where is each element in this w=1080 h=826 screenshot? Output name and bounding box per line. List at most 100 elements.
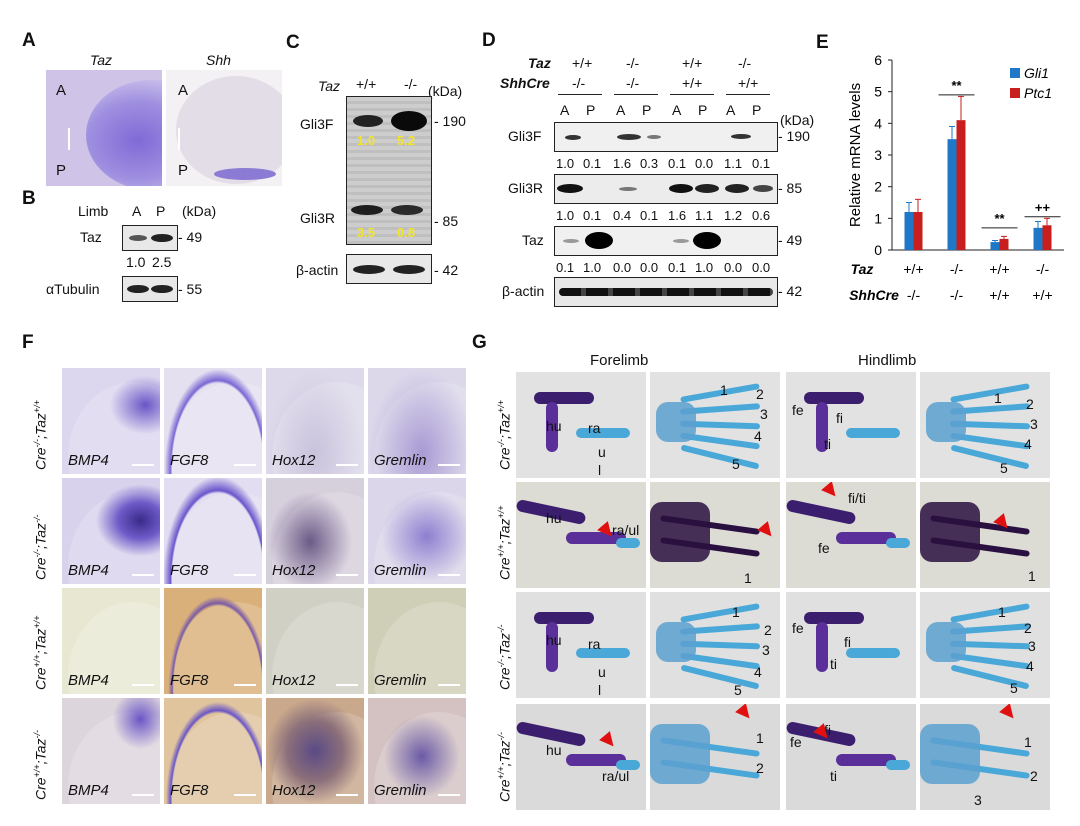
skeletal-stain-hindlimb: fe fi ti	[786, 704, 916, 810]
taz-genotype-label: +/+	[903, 261, 923, 277]
scale-bar	[438, 574, 460, 576]
significance-mark: ++	[1035, 200, 1051, 215]
skeletal-stain-forelimb: hu ra/ul	[516, 482, 646, 588]
stain-pattern	[266, 478, 364, 584]
gene-label: Gremlin	[374, 672, 427, 689]
skeletal-label-raul: ra/ul	[602, 768, 630, 784]
panel-b-ratio-1: 1.0	[126, 254, 146, 270]
gene-label: FGF8	[170, 452, 209, 469]
skeletal-label-hu: hu	[546, 632, 562, 648]
quant-value: 0.0	[640, 260, 659, 275]
bar-gli1	[990, 242, 1000, 250]
panel-d-lane-a: A	[560, 102, 570, 118]
skeletal-label-d2: 2	[1026, 396, 1034, 412]
skeletal-stain-hindlimb: fi/ti fe	[786, 482, 916, 588]
quant-value: 1.6	[668, 208, 687, 223]
gli3r-blot-d	[554, 174, 778, 204]
panel-c-42: - 42	[434, 262, 459, 278]
skeletal-label-d2: 2	[1024, 620, 1032, 636]
panel-d-taz-row-label: Taz	[522, 232, 544, 248]
panel-d-lane-a: A	[672, 102, 682, 118]
quant-value: 0.0	[752, 260, 771, 275]
skeletal-label-ti: ti	[824, 436, 831, 452]
panel-b-taz-kda: - 49	[178, 229, 203, 245]
skeletal-label-l: l	[598, 682, 602, 698]
quant-value: 0.4	[613, 208, 632, 223]
stain-pattern	[368, 478, 466, 584]
palm	[656, 622, 696, 662]
skeletal-label-d2: 2	[756, 386, 764, 402]
skeletal-stain-hindlimb: fe fi ti	[786, 592, 916, 698]
skeletal-label-d3: 3	[974, 792, 982, 808]
gene-label: Hox12	[272, 562, 316, 579]
panel-b-tubulin-kda: - 55	[178, 281, 203, 297]
mrna-bar-chart: 0 1 2 3 4 5 6 Relative mRNA levels +/+ -/- -/- -/- +…	[847, 52, 1064, 303]
in-situ-gremlin: Gremlin	[368, 698, 466, 804]
stain-pattern	[164, 698, 262, 804]
bar-ptc1	[1042, 225, 1052, 250]
bar-ptc1	[913, 212, 923, 250]
skeletal-label-fi: fi	[824, 722, 831, 738]
taz-blot	[122, 225, 178, 251]
skeletal-label-fi: fi	[836, 410, 843, 426]
palm	[926, 402, 966, 442]
in-situ-bmp4: BMP4	[62, 698, 160, 804]
palm	[650, 502, 710, 562]
stain-pattern	[164, 478, 262, 584]
scale-bar	[336, 794, 358, 796]
panel-d-lane-p: P	[642, 102, 652, 118]
scale-bar	[234, 574, 256, 576]
quant-value: 0.1	[668, 156, 687, 171]
skeletal-label-d1: 1	[1024, 734, 1032, 750]
panel-d-shh-g2: -/-	[626, 75, 640, 91]
scale-bar	[132, 574, 154, 576]
panel-d-taz-g4: -/-	[738, 55, 752, 71]
panel-c-gli3f-label: Gli3F	[300, 116, 334, 132]
stain-pattern	[368, 698, 466, 804]
panel-label-e: E	[816, 32, 829, 53]
skeletal-label-u: u	[598, 444, 606, 460]
quant-value: 1.1	[724, 156, 743, 171]
palm	[926, 622, 966, 662]
panel-d-shh-g4: +/+	[738, 75, 759, 91]
red-arrow-icon	[599, 731, 619, 751]
stain-pattern	[266, 698, 364, 804]
long-bone	[786, 498, 857, 526]
panel-c-ko: -/-	[404, 76, 418, 92]
in-situ-bmp4: BMP4	[62, 368, 160, 474]
stain-pattern	[368, 368, 466, 474]
y-axis-label: Relative mRNA levels	[847, 83, 864, 227]
quant-value: 0.0	[724, 260, 743, 275]
genotype-label: Cre+/+;Taz+/+	[496, 505, 513, 580]
skeletal-label-d4: 4	[754, 664, 762, 680]
scale-bar	[438, 684, 460, 686]
skeletal-label-d1: 1	[744, 570, 752, 586]
in-situ-gremlin: Gremlin	[368, 478, 466, 584]
quant-value: 0.1	[668, 260, 687, 275]
panel-b-tubulin-label: αTubulin	[46, 281, 100, 297]
genotype-label: Cre-/-;Taz+/+	[32, 399, 49, 470]
in-situ-hox12: Hox12	[266, 588, 364, 694]
panel-d-gli3f-label: Gli3F	[508, 128, 542, 144]
red-arrow-icon	[821, 482, 841, 501]
panel-d-42: - 42	[778, 283, 803, 299]
actin-blot-c	[346, 254, 432, 284]
quant-value: 0.3	[640, 156, 659, 171]
panel-d-taz-g1: +/+	[572, 55, 593, 71]
digit	[950, 444, 1030, 470]
quant-value: 1.0	[695, 260, 714, 275]
quant-value: 1.2	[724, 208, 743, 223]
gene-label: Gremlin	[374, 562, 427, 579]
in-situ-gremlin: Gremlin	[368, 368, 466, 474]
bar-gli1	[1033, 227, 1043, 250]
long-bone	[804, 392, 864, 404]
taz-in-situ-image: A P	[46, 70, 162, 186]
legend-swatch-ptc1	[1010, 88, 1020, 98]
panel-c-actin-label: β-actin	[296, 262, 339, 278]
gli3f-ratio-1: 1.0	[357, 133, 376, 148]
y-tick-label: 5	[874, 84, 882, 100]
skeletal-label-ra: ra	[588, 420, 601, 436]
in-situ-bmp4: BMP4	[62, 478, 160, 584]
panel-d-85: - 85	[778, 180, 803, 196]
